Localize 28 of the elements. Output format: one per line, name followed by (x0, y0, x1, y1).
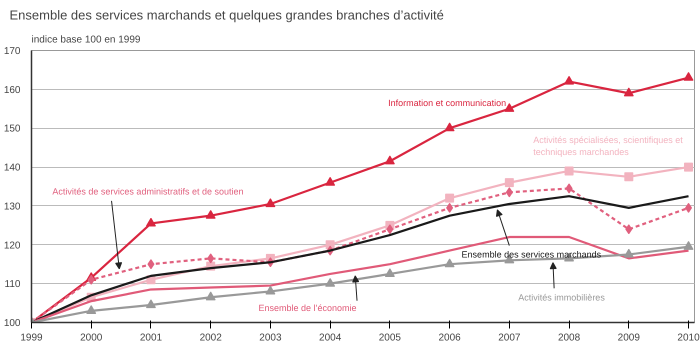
y-tick-label: 160 (4, 84, 21, 96)
x-tick-label: 2005 (378, 332, 402, 343)
y-tick-label: 110 (4, 279, 21, 290)
x-tick-label: 2000 (80, 332, 103, 343)
text: Ensemble des services marchands (462, 250, 602, 260)
x-tick-label: 2003 (259, 332, 282, 343)
y-tick-label: 170 (4, 46, 21, 57)
x-tick-label: 2007 (498, 332, 521, 343)
series-label: Information et communication (388, 98, 506, 108)
x-tick-label: 2004 (319, 332, 342, 343)
x-tick-label: 2009 (618, 332, 640, 343)
y-tick-label: 140 (4, 162, 21, 174)
y-tick-label: 100 (4, 318, 21, 329)
text: Activités de services administratifs et de soutien (52, 186, 244, 197)
chart-title: Ensemble des services marchands et quelques grandes branches d’activité (10, 8, 444, 22)
x-tick-label: 2001 (140, 332, 163, 343)
y-tick-label: 120 (4, 240, 21, 252)
x-tick-label: 2008 (558, 332, 581, 343)
y-tick-label: 130 (4, 201, 21, 212)
x-tick-label: 1999 (20, 332, 44, 343)
x-tick-label: 2010 (677, 332, 700, 343)
series-label: Ensemble de l’économie (258, 303, 357, 314)
y-tick-label: 150 (4, 124, 21, 135)
x-tick-label: 2006 (438, 332, 462, 343)
x-tick-label: 2002 (200, 332, 222, 343)
series-label: Activités spécialisées, scientifiques et techniques marchandes (533, 135, 684, 158)
text: Activités immobilières (518, 292, 606, 303)
y-axis-title: indice base 100 en 1999 (32, 34, 141, 46)
